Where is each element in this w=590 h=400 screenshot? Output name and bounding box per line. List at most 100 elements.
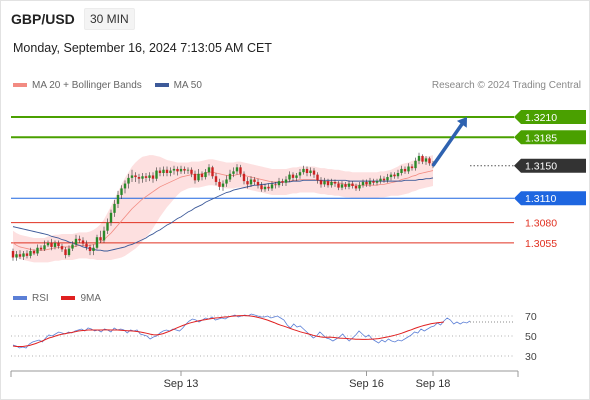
candle bbox=[375, 178, 379, 186]
candle-body bbox=[340, 184, 344, 188]
candle-body bbox=[109, 212, 113, 223]
candle bbox=[116, 190, 120, 208]
candle-body bbox=[407, 166, 410, 172]
candle bbox=[417, 152, 421, 165]
candle-body bbox=[368, 181, 372, 185]
candle bbox=[365, 179, 368, 187]
candle bbox=[113, 199, 116, 217]
x-tick-label: Sep 13 bbox=[164, 378, 199, 390]
legend-bollinger-swatch bbox=[13, 83, 27, 88]
candle bbox=[11, 248, 15, 261]
candle-body bbox=[365, 181, 368, 185]
candle-body bbox=[246, 181, 249, 185]
candle-body bbox=[92, 247, 95, 251]
candle bbox=[95, 234, 99, 250]
candle-body bbox=[57, 242, 60, 247]
candle bbox=[291, 172, 295, 182]
rsi-legend: RSI 9MA bbox=[13, 293, 111, 304]
candle-body bbox=[351, 183, 354, 186]
candle-body bbox=[284, 179, 288, 183]
candle-body bbox=[316, 174, 319, 181]
candle-body bbox=[309, 170, 312, 173]
candle-body bbox=[379, 178, 382, 182]
candle-body bbox=[361, 181, 365, 186]
rsi-tick-70: 70 bbox=[525, 311, 537, 323]
candle bbox=[368, 177, 372, 187]
candle-body bbox=[120, 188, 123, 195]
candle-body bbox=[400, 168, 403, 173]
candle bbox=[337, 181, 340, 191]
candle bbox=[232, 167, 235, 178]
candle bbox=[386, 173, 389, 183]
candle-body bbox=[382, 178, 386, 181]
candle-body bbox=[249, 179, 253, 185]
candle-body bbox=[113, 203, 116, 213]
candle-body bbox=[67, 248, 71, 256]
candle bbox=[204, 168, 207, 180]
candle bbox=[344, 181, 347, 190]
candle bbox=[158, 167, 162, 177]
candle-body bbox=[375, 181, 379, 183]
candle bbox=[32, 249, 36, 256]
candle bbox=[246, 177, 249, 189]
rsi-tick-30: 30 bbox=[525, 351, 537, 363]
candle-body bbox=[15, 254, 18, 258]
candle bbox=[109, 209, 113, 226]
candle-body bbox=[99, 237, 102, 241]
candle bbox=[347, 180, 351, 190]
candles bbox=[11, 152, 435, 261]
candle bbox=[39, 245, 43, 251]
candle bbox=[351, 181, 354, 189]
candle-body bbox=[319, 180, 323, 185]
candle-body bbox=[197, 173, 200, 181]
legend-ma50: MA 50 bbox=[154, 80, 202, 91]
candle-body bbox=[298, 172, 302, 176]
candle bbox=[312, 168, 316, 178]
candle-body bbox=[211, 167, 214, 177]
candle bbox=[305, 166, 309, 177]
candle bbox=[410, 164, 414, 171]
candle-body bbox=[172, 168, 176, 171]
timeframe-button[interactable]: 30 MIN bbox=[84, 8, 135, 30]
legend-bollinger-label: MA 20 + Bollinger Bands bbox=[32, 80, 142, 91]
rsi-panel: 70 50 30 bbox=[11, 311, 537, 363]
legend-9ma: 9MA bbox=[61, 293, 101, 304]
candle bbox=[309, 167, 312, 177]
candle-body bbox=[232, 171, 235, 174]
candle-body bbox=[323, 181, 326, 185]
candle bbox=[379, 175, 382, 184]
candle-body bbox=[39, 247, 43, 250]
candle bbox=[106, 218, 109, 234]
candle bbox=[414, 157, 417, 171]
candle bbox=[141, 173, 144, 183]
candle bbox=[85, 240, 88, 251]
candle-body bbox=[71, 244, 74, 249]
candle bbox=[274, 181, 277, 189]
candle bbox=[235, 164, 239, 175]
candle bbox=[407, 163, 410, 174]
candle-body bbox=[274, 184, 277, 186]
candle bbox=[396, 169, 400, 179]
candle bbox=[57, 240, 60, 249]
candle-body bbox=[333, 181, 337, 184]
projection-arrow bbox=[431, 116, 467, 167]
candle bbox=[389, 172, 393, 181]
candle-body bbox=[46, 242, 50, 246]
candle bbox=[179, 165, 183, 174]
candle-body bbox=[88, 246, 92, 251]
candle-body bbox=[151, 175, 155, 179]
candle-body bbox=[253, 179, 256, 182]
legend-bollinger: MA 20 + Bollinger Bands bbox=[13, 80, 142, 91]
candle-body bbox=[85, 243, 88, 247]
candle-body bbox=[372, 181, 375, 183]
candle bbox=[162, 166, 165, 177]
candle bbox=[183, 166, 186, 174]
candle-body bbox=[183, 168, 186, 171]
candle-body bbox=[218, 181, 221, 187]
candle-body bbox=[148, 175, 151, 178]
candle bbox=[81, 237, 85, 247]
candle-body bbox=[43, 245, 46, 250]
level-label-1.3055: 1.3055 bbox=[525, 238, 557, 250]
candle-body bbox=[428, 158, 431, 164]
candle bbox=[193, 170, 197, 184]
